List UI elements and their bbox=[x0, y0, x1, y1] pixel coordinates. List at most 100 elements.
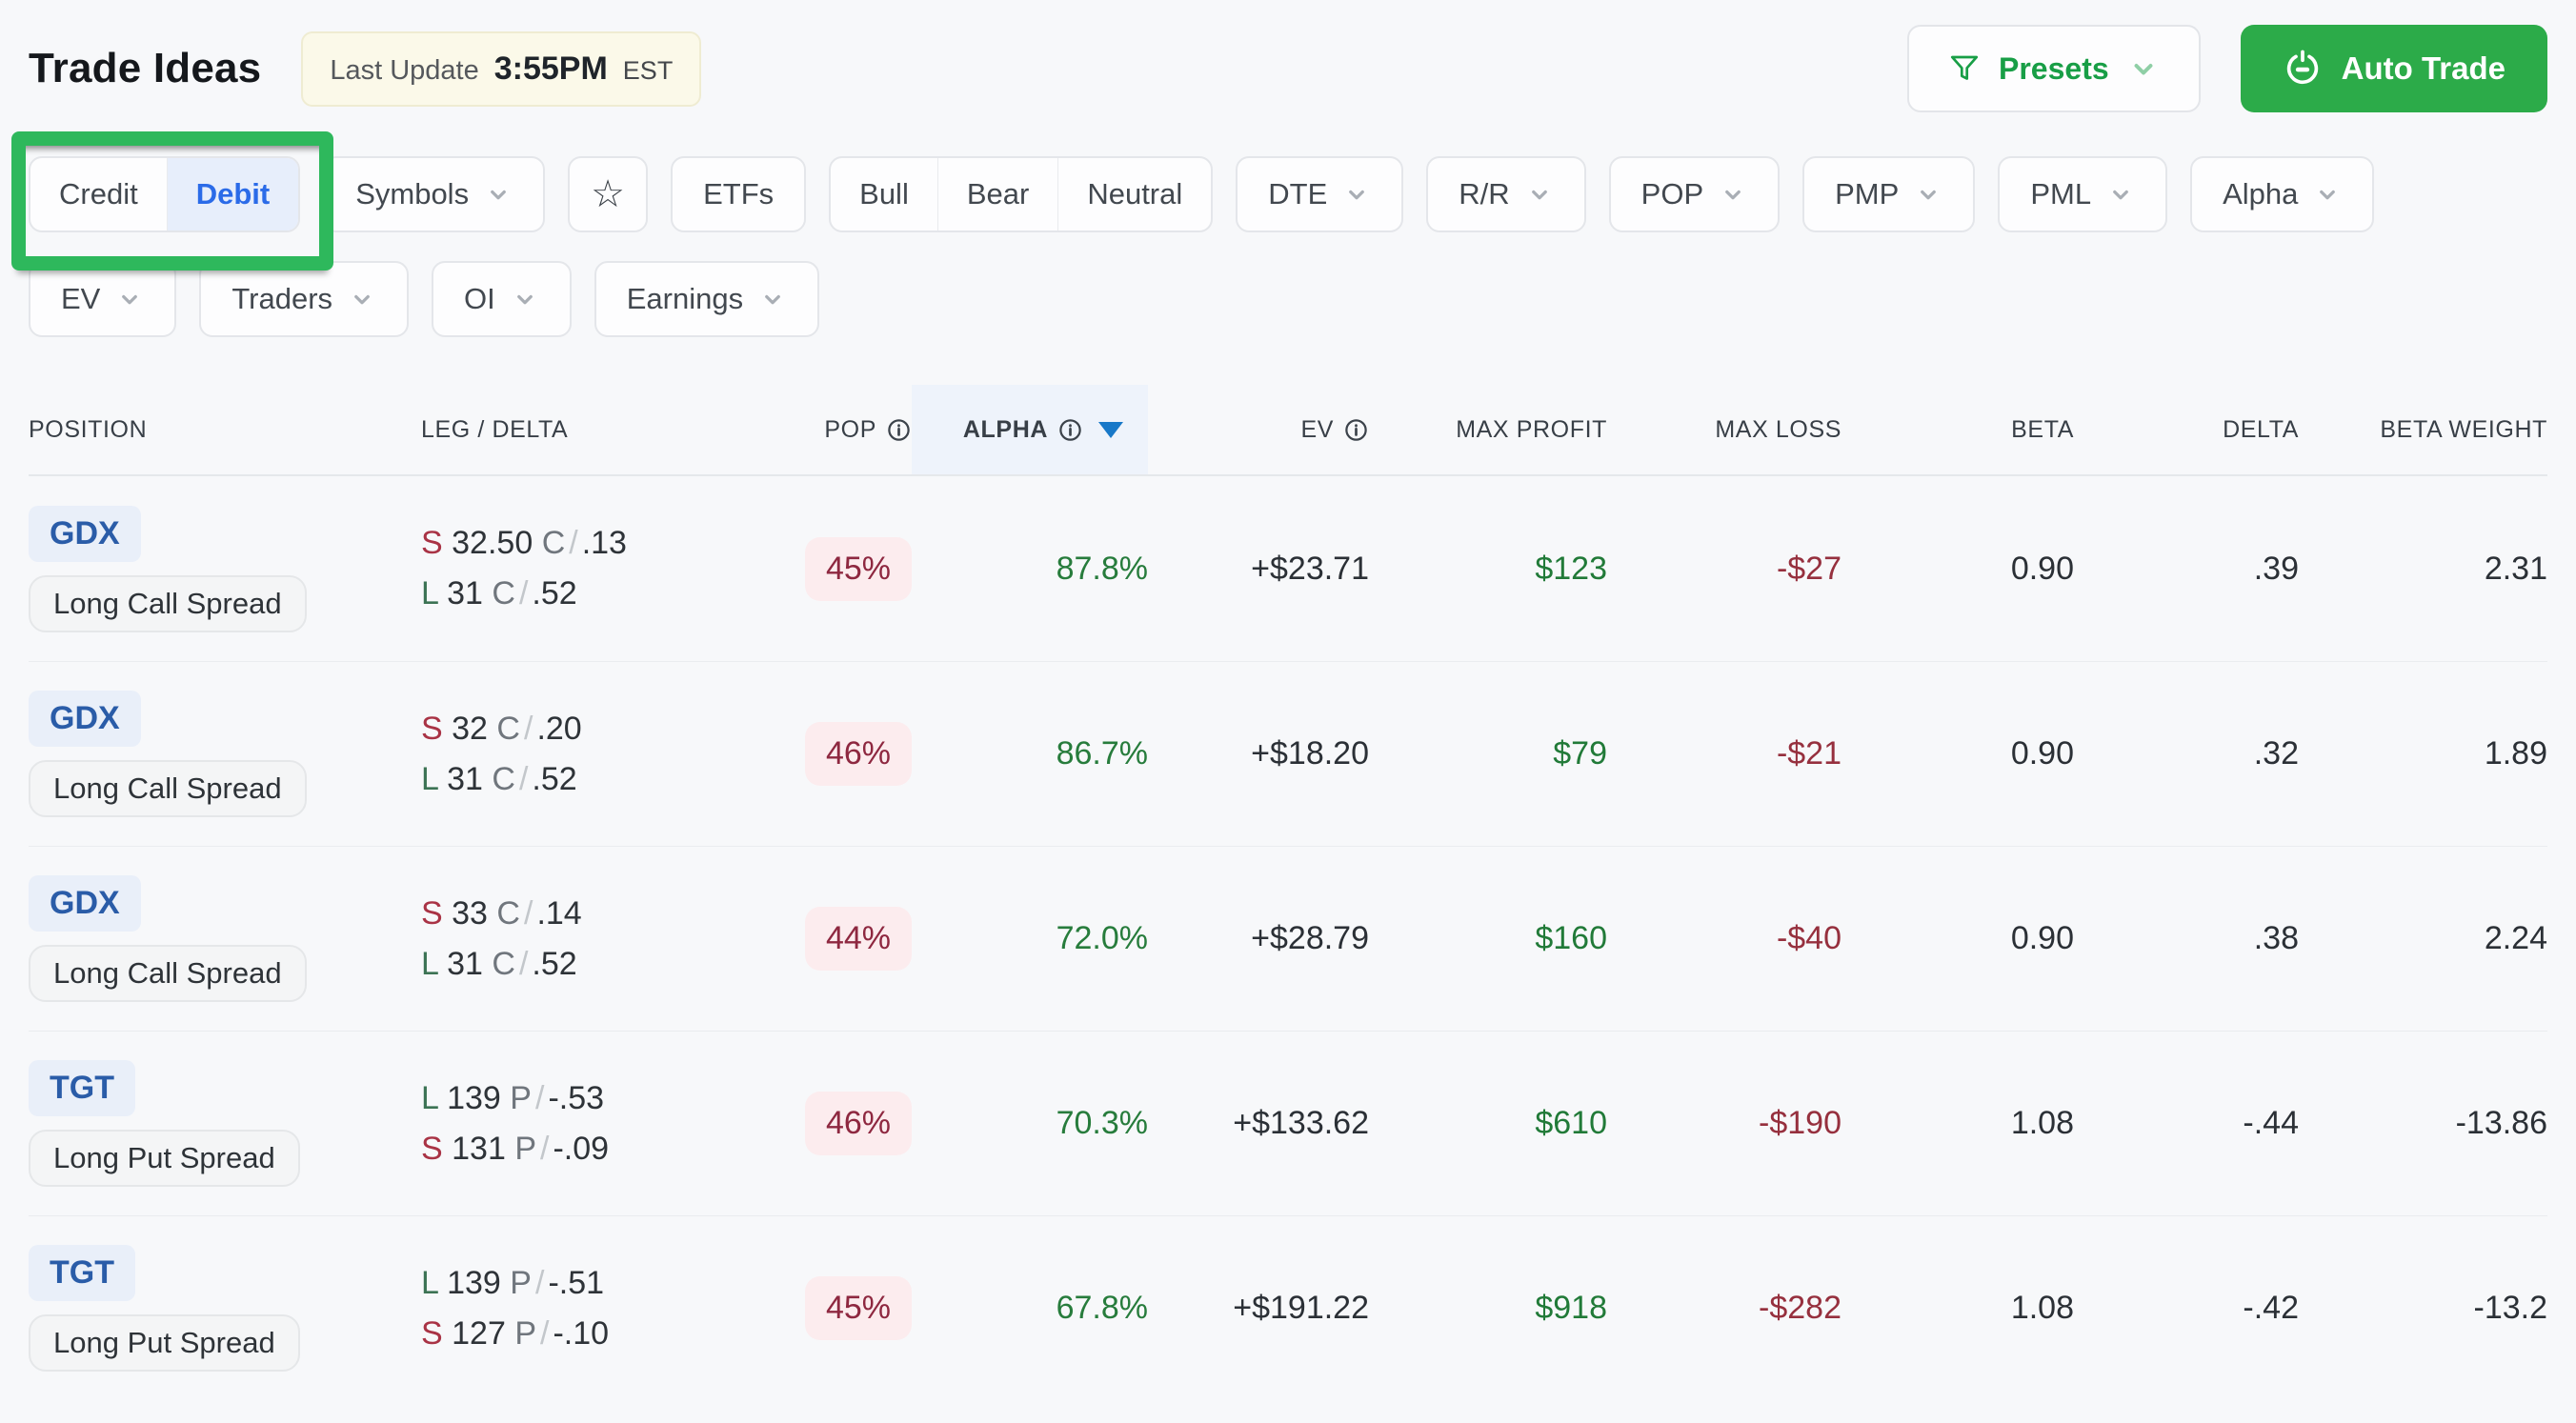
column-header-position[interactable]: POSITION bbox=[29, 385, 421, 474]
strategy-pill: Long Call Spread bbox=[29, 945, 307, 1002]
column-header-alpha[interactable]: ALPHA bbox=[912, 385, 1148, 474]
alpha-dropdown[interactable]: Alpha bbox=[2190, 156, 2375, 232]
favorites-star-button[interactable]: ☆ bbox=[568, 156, 649, 232]
leg-line: S 127 P / -.10 bbox=[421, 1315, 735, 1353]
alpha-value: 70.3% bbox=[1056, 1105, 1148, 1141]
table-row: GDX Long Call Spread S 32.50 C / .13 L 31 … bbox=[29, 476, 2547, 661]
leg-line: S 32.50 C / .13 bbox=[421, 525, 735, 562]
leg-option-type: P bbox=[514, 1130, 537, 1167]
max-loss-value: -$40 bbox=[1776, 920, 1841, 956]
column-header-beta-weight[interactable]: BETA WEIGHT bbox=[2299, 385, 2547, 474]
column-header-max-profit[interactable]: MAX PROFIT bbox=[1369, 385, 1607, 474]
earnings-dropdown[interactable]: Earnings bbox=[594, 261, 820, 337]
leg-separator: / bbox=[523, 710, 533, 747]
ev-dropdown[interactable]: EV bbox=[29, 261, 177, 337]
leg-delta: -.09 bbox=[553, 1130, 610, 1167]
leg-side: S bbox=[421, 710, 443, 747]
leg-strike: 139 bbox=[447, 1079, 501, 1116]
pml-dropdown[interactable]: PML bbox=[1998, 156, 2168, 232]
leg-option-type: P bbox=[510, 1079, 532, 1116]
info-icon[interactable] bbox=[1057, 417, 1083, 443]
alpha-value: 67.8% bbox=[1056, 1290, 1148, 1326]
symbol-badge[interactable]: GDX bbox=[29, 875, 141, 932]
leg-option-type: P bbox=[514, 1314, 537, 1352]
rr-dropdown[interactable]: R/R bbox=[1426, 156, 1586, 232]
leg-option-type: C bbox=[492, 945, 515, 982]
pmp-dropdown[interactable]: PMP bbox=[1802, 156, 1976, 232]
leg-delta: -.51 bbox=[548, 1264, 605, 1301]
sort-desc-icon bbox=[1098, 421, 1123, 438]
position-cell: TGT Long Put Spread bbox=[29, 1245, 421, 1372]
info-icon[interactable] bbox=[886, 417, 912, 443]
leg-delta: .52 bbox=[532, 945, 577, 982]
leg-strike: 139 bbox=[447, 1264, 501, 1301]
leg-strike: 31 bbox=[447, 760, 483, 797]
column-header-beta[interactable]: BETA bbox=[1841, 385, 2074, 474]
credit-toggle-option[interactable]: Credit bbox=[59, 177, 138, 210]
column-header-max-loss[interactable]: MAX LOSS bbox=[1607, 385, 1841, 474]
chevron-down-icon bbox=[491, 190, 506, 200]
symbols-dropdown[interactable]: Symbols bbox=[323, 156, 546, 232]
presets-label: Presets bbox=[1999, 50, 2109, 86]
leg-option-type: C bbox=[541, 525, 566, 561]
delta-value: -.44 bbox=[2243, 1105, 2299, 1141]
symbol-badge[interactable]: TGT bbox=[29, 1245, 135, 1301]
symbols-label: Symbols bbox=[355, 177, 470, 210]
pop-label: POP bbox=[1640, 177, 1704, 210]
leg-side: L bbox=[421, 1079, 438, 1116]
header-label: DELTA bbox=[2223, 415, 2299, 443]
etfs-filter-button[interactable]: ETFs bbox=[671, 156, 807, 232]
filters-section: Credit Debit Symbols ☆ ETFs Bull Bear Ne… bbox=[11, 131, 2547, 337]
traders-label: Traders bbox=[231, 282, 333, 315]
column-header-leg-delta[interactable]: LEG / DELTA bbox=[421, 385, 735, 474]
chevron-down-icon bbox=[516, 294, 533, 305]
oi-dropdown[interactable]: OI bbox=[432, 261, 572, 337]
leg-option-type: C bbox=[492, 575, 515, 611]
chevron-down-icon bbox=[2320, 190, 2336, 200]
leg-side: S bbox=[421, 1130, 443, 1167]
legs-cell: S 32.50 C / .13 L 31 C / .52 bbox=[421, 525, 735, 612]
pmp-label: PMP bbox=[1835, 177, 1900, 210]
leg-side: S bbox=[421, 1314, 443, 1352]
symbol-badge[interactable]: TGT bbox=[29, 1060, 135, 1116]
leg-strike: 131 bbox=[452, 1130, 506, 1167]
leg-line: S 131 P / -.09 bbox=[421, 1131, 735, 1168]
pop-cell: 46% bbox=[735, 722, 912, 786]
info-icon[interactable] bbox=[1343, 417, 1369, 443]
top-bar: Trade Ideas Last Update 3:55PM EST Prese… bbox=[29, 25, 2547, 112]
ev-label: EV bbox=[61, 282, 101, 315]
auto-trade-button[interactable]: Auto Trade bbox=[2240, 25, 2547, 112]
column-header-ev[interactable]: EV bbox=[1148, 385, 1369, 474]
delta-value: -.42 bbox=[2243, 1290, 2299, 1326]
presets-button[interactable]: Presets bbox=[1907, 25, 2201, 112]
position-cell: GDX Long Call Spread bbox=[29, 505, 421, 632]
traders-dropdown[interactable]: Traders bbox=[199, 261, 410, 337]
bull-toggle-option[interactable]: Bull bbox=[859, 177, 909, 210]
last-update-timezone: EST bbox=[622, 55, 674, 85]
symbol-badge[interactable]: GDX bbox=[29, 691, 141, 747]
page-title: Trade Ideas bbox=[29, 45, 262, 91]
leg-delta: -.10 bbox=[553, 1314, 610, 1352]
neutral-toggle-option[interactable]: Neutral bbox=[1057, 158, 1211, 230]
debit-toggle-option[interactable]: Debit bbox=[166, 158, 299, 230]
pop-dropdown[interactable]: POP bbox=[1608, 156, 1781, 232]
auto-trade-label: Auto Trade bbox=[2341, 50, 2506, 86]
leg-strike: 127 bbox=[452, 1314, 506, 1352]
beta-value: 1.08 bbox=[2010, 1105, 2074, 1141]
chevron-down-icon bbox=[122, 294, 138, 305]
bear-toggle-option[interactable]: Bear bbox=[936, 158, 1057, 230]
legs-cell: L 139 P / -.51 S 127 P / -.10 bbox=[421, 1265, 735, 1353]
table-row: GDX Long Call Spread S 32 C / .20 L 31 C /.… bbox=[29, 661, 2547, 846]
chevron-down-icon bbox=[765, 294, 780, 305]
leg-side: L bbox=[421, 945, 438, 982]
column-header-pop[interactable]: POP bbox=[735, 385, 912, 474]
pop-badge: 45% bbox=[804, 536, 912, 601]
pop-cell: 45% bbox=[735, 536, 912, 601]
dte-dropdown[interactable]: DTE bbox=[1236, 156, 1404, 232]
pop-badge: 44% bbox=[804, 907, 912, 971]
header-label: POSITION bbox=[29, 415, 148, 443]
max-profit-value: $610 bbox=[1535, 1105, 1607, 1141]
last-update-time: 3:55PM bbox=[493, 50, 608, 87]
column-header-delta[interactable]: DELTA bbox=[2074, 385, 2299, 474]
symbol-badge[interactable]: GDX bbox=[29, 505, 141, 562]
